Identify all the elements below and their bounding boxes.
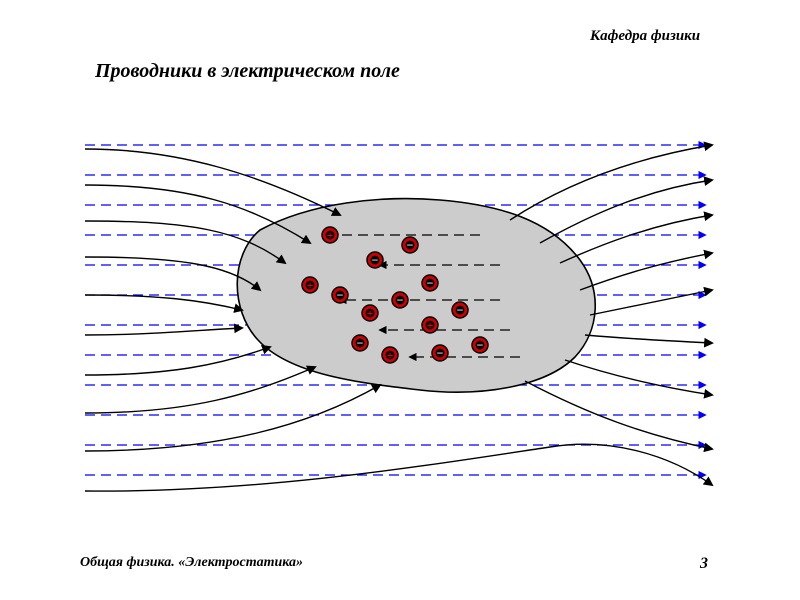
- slide: Кафедра физики Проводники в электрическо…: [0, 0, 800, 600]
- page-number: 3: [700, 555, 708, 573]
- svg-text:−: −: [477, 338, 484, 352]
- svg-text:−: −: [407, 238, 414, 252]
- charge-negative: −: [352, 335, 368, 351]
- svg-text:−: −: [457, 303, 464, 317]
- charge-negative: −: [452, 302, 468, 318]
- charge-negative: −: [402, 237, 418, 253]
- charge-negative: −: [367, 252, 383, 268]
- svg-text:+: +: [427, 318, 434, 332]
- department-label: Кафедра физики: [590, 28, 700, 45]
- footer-label: Общая физика. «Электростатика»: [80, 555, 303, 571]
- charge-positive: +: [362, 305, 378, 321]
- charge-negative: −: [392, 292, 408, 308]
- svg-text:−: −: [337, 288, 344, 302]
- svg-text:−: −: [437, 346, 444, 360]
- svg-text:−: −: [427, 276, 434, 290]
- conductor-blob: [237, 199, 595, 393]
- svg-text:−: −: [357, 336, 364, 350]
- svg-text:+: +: [367, 306, 374, 320]
- charge-positive: +: [382, 347, 398, 363]
- svg-text:−: −: [397, 293, 404, 307]
- svg-text:+: +: [307, 278, 314, 292]
- charge-negative: −: [422, 275, 438, 291]
- svg-text:+: +: [387, 348, 394, 362]
- charge-negative: −: [332, 287, 348, 303]
- charge-positive: +: [302, 277, 318, 293]
- charge-positive: +: [422, 317, 438, 333]
- page-title: Проводники в электрическом поле: [95, 60, 400, 83]
- svg-text:−: −: [372, 253, 379, 267]
- charge-negative: −: [472, 337, 488, 353]
- charge-negative: −: [432, 345, 448, 361]
- physics-diagram: +−−+−+−−−+−+−−: [80, 135, 720, 505]
- svg-text:+: +: [327, 228, 334, 242]
- charge-positive: +: [322, 227, 338, 243]
